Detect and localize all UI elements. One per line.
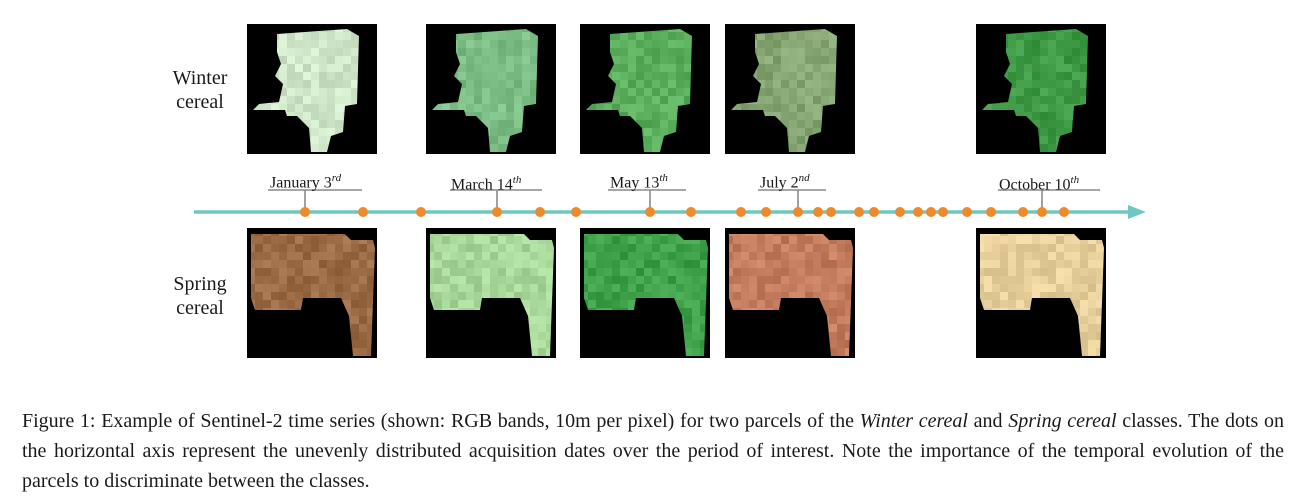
acquisition-dot [358, 207, 368, 217]
date-text: May 13 [610, 174, 660, 192]
date-text: October 10 [999, 176, 1071, 194]
row-label-line: Winter [172, 67, 228, 89]
acquisition-dot [913, 207, 923, 217]
caption-text: and [967, 410, 1009, 432]
date-label-october: October 10th [999, 171, 1079, 194]
winter-tile-4 [725, 24, 855, 154]
parcel-pixels [731, 29, 837, 152]
acquisition-dot [492, 207, 502, 217]
date-label-january: January 3rd [270, 169, 341, 192]
parcel-pixels [729, 234, 853, 356]
spring-tile-4 [725, 228, 855, 358]
spring-tile-2 [426, 228, 556, 358]
acquisition-dot [938, 207, 948, 217]
parcel-pixels [432, 29, 538, 152]
acquisition-dot [761, 207, 771, 217]
date-suffix: th [512, 174, 522, 186]
acquisition-dot [926, 207, 936, 217]
figure-caption: Figure 1: Example of Sentinel-2 time ser… [22, 406, 1284, 496]
caption-italic-spring: Spring cereal [1008, 410, 1117, 432]
date-text: July 2 [760, 174, 799, 192]
spring-tile-3 [580, 228, 710, 358]
parcel-pixels [586, 29, 692, 152]
parcel-pixels [980, 234, 1104, 356]
acquisition-dot [813, 207, 823, 217]
row-label-winter: Winter cereal [140, 66, 260, 114]
date-text: January 3 [270, 174, 332, 192]
row-label-line: cereal [176, 91, 224, 113]
acquisition-dot [736, 207, 746, 217]
timeline-arrowhead [1128, 205, 1146, 219]
date-suffix: th [1070, 174, 1080, 186]
acquisition-dot [645, 207, 655, 217]
spring-tile-1 [247, 228, 377, 358]
acquisition-dot [1037, 207, 1047, 217]
acquisition-dot [962, 207, 972, 217]
acquisition-dot [869, 207, 879, 217]
date-label-july: July 2nd [760, 169, 810, 192]
date-suffix: th [659, 172, 668, 184]
acquisition-dot [535, 207, 545, 217]
row-label-line: Spring [173, 273, 227, 295]
acquisition-dot [571, 207, 581, 217]
caption-italic-winter: Winter cereal [859, 410, 968, 432]
parcel-pixels [982, 29, 1088, 152]
acquisition-timeline [194, 189, 1146, 219]
caption-text: Figure 1: Example of Sentinel-2 time ser… [22, 410, 860, 432]
winter-tile-2 [426, 24, 556, 154]
parcel-pixels [253, 29, 359, 152]
acquisition-dot [416, 207, 426, 217]
row-label-line: cereal [176, 297, 224, 319]
parcel-pixels [584, 234, 708, 356]
acquisition-dot [986, 207, 996, 217]
date-label-march: March 14th [451, 171, 521, 194]
acquisition-dot [895, 207, 905, 217]
acquisition-dot [300, 207, 310, 217]
acquisition-dot [854, 207, 864, 217]
acquisition-dot [793, 207, 803, 217]
caption-text: classes. The dots on the horizontal axis… [22, 410, 1284, 492]
date-suffix: rd [331, 172, 342, 184]
parcel-pixels [430, 234, 554, 356]
winter-tile-5 [976, 24, 1106, 154]
spring-tile-5 [976, 228, 1106, 358]
parcel-pixels [251, 234, 375, 356]
acquisition-dot [686, 207, 696, 217]
winter-tile-3 [580, 24, 710, 154]
row-label-spring: Spring cereal [140, 272, 260, 320]
date-suffix: nd [798, 172, 810, 184]
acquisition-dot [1059, 207, 1069, 217]
date-text: March 14 [451, 176, 513, 194]
winter-tile-1 [247, 24, 377, 154]
date-label-may: May 13th [610, 169, 668, 192]
acquisition-dot [826, 207, 836, 217]
acquisition-dot [1018, 207, 1028, 217]
